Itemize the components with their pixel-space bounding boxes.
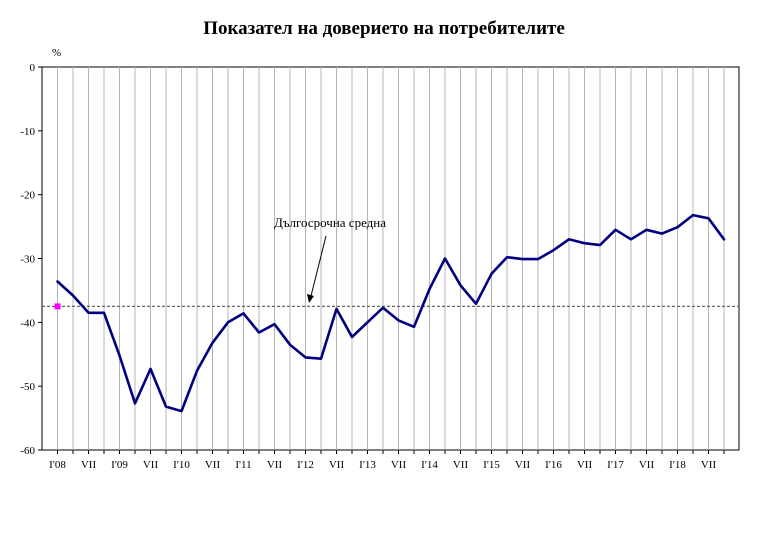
x-tick-label: I'14 (421, 459, 438, 471)
x-tick-label: I'12 (297, 459, 314, 471)
vertical-gridlines (57, 67, 725, 450)
x-tick-label: VII (267, 459, 283, 471)
y-tick-label: 0 (30, 62, 36, 74)
x-tick-label: VII (577, 459, 593, 471)
x-tick-label: VII (205, 459, 221, 471)
y-tick-label: -60 (20, 445, 35, 457)
series-group (54, 213, 726, 413)
x-tick-label: VII (515, 459, 531, 471)
axes: 0 -10 -20 -30 -40 -50 -60 I'08 VII I'09 VII I'10 VII… (20, 62, 725, 471)
x-tick-label: I'18 (669, 459, 686, 471)
x-tick-label: VII (143, 459, 159, 471)
x-tick-label: I'10 (173, 459, 190, 471)
x-tick-label: I'13 (359, 459, 376, 471)
x-tick-label: I'09 (111, 459, 128, 471)
consumer-confidence-line (56, 213, 726, 413)
x-tick-label: VII (453, 459, 469, 471)
x-tick-label: I'15 (483, 459, 500, 471)
plot-area (41, 66, 740, 451)
reference-line-label: Дългосрочна средна (274, 215, 386, 230)
annotation-arrowhead (307, 294, 314, 303)
reference-line-group: Дългосрочна средна (42, 215, 739, 307)
chart-title: Показател на доверието на потребителите (203, 18, 565, 39)
y-unit-label: % (52, 47, 61, 59)
x-tick-label: VII (639, 459, 655, 471)
average-marker (54, 303, 61, 310)
annotation-arrow (310, 235, 327, 297)
x-tick-label: VII (81, 459, 97, 471)
y-tick-label: -10 (20, 126, 35, 138)
x-tick-label: I'17 (607, 459, 624, 471)
x-tick-label: VII (329, 459, 345, 471)
x-tick-label: VII (701, 459, 717, 471)
x-tick-label: I'11 (235, 459, 251, 471)
y-tick-label: -30 (20, 254, 35, 266)
x-tick-label: I'16 (545, 459, 562, 471)
y-tick-label: -20 (20, 190, 35, 202)
y-tick-label: -50 (20, 381, 35, 393)
x-tick-label: I'08 (49, 459, 66, 471)
x-tick-label: VII (391, 459, 407, 471)
y-tick-label: -40 (20, 317, 35, 329)
